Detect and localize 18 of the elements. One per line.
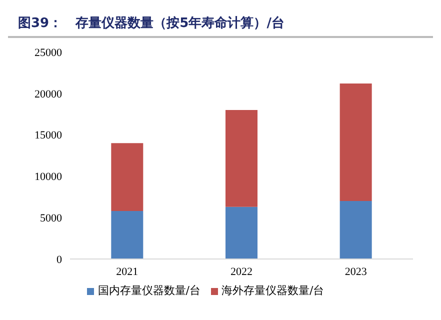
x-tick-label: 2021	[116, 266, 138, 278]
y-tick-label: 5000	[40, 212, 62, 225]
x-tick-label: 2022	[230, 266, 252, 278]
y-tick-label: 10000	[34, 171, 62, 184]
bar	[111, 143, 144, 211]
y-tick-label: 0	[56, 254, 62, 266]
bar	[225, 206, 258, 259]
bar	[340, 83, 372, 202]
bar	[340, 201, 372, 259]
bar	[225, 110, 258, 207]
bar	[111, 210, 144, 259]
legend-label: 国内存量仪器数量/台	[98, 284, 200, 297]
chart-title: 图39： 存量仪器数量（按5年寿命计算）/台	[8, 8, 433, 38]
x-tick-label: 2023	[344, 266, 368, 278]
y-tick-label: 15000	[34, 130, 62, 142]
y-tick-label: 20000	[34, 88, 62, 100]
legend-label: 海外存量仪器数量/台	[222, 284, 324, 297]
y-tick-label: 25000	[34, 46, 62, 59]
